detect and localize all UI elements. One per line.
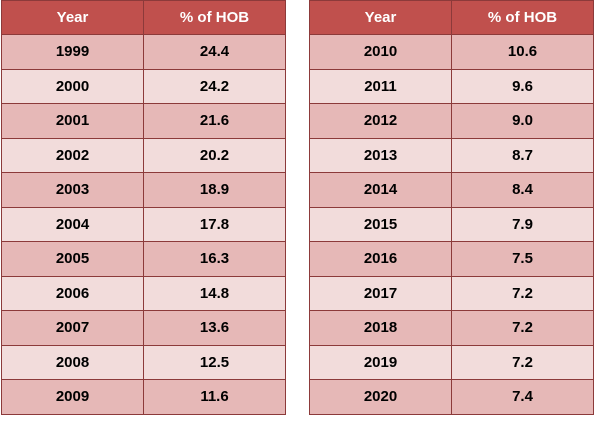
table-row: 2007 13.6 <box>1 310 286 346</box>
table-row: 2009 11.6 <box>1 379 286 415</box>
header-row: Year % of HOB <box>1 0 286 35</box>
table-right: Year % of HOB 2010 10.6 2011 9.6 2012 9.0 2013… <box>309 0 594 415</box>
table-row: 2017 7.2 <box>309 275 594 311</box>
table-row: 2001 21.6 <box>1 103 286 139</box>
pct-hob-cell: 21.6 <box>143 103 286 139</box>
header-pct-hob: % of HOB <box>143 0 286 35</box>
pct-hob-cell: 9.0 <box>451 103 594 139</box>
pct-hob-cell: 7.2 <box>451 310 594 346</box>
table-row: 2019 7.2 <box>309 344 594 380</box>
pct-hob-cell: 17.8 <box>143 206 286 242</box>
table-row: 2016 7.5 <box>309 241 594 277</box>
year-cell: 2008 <box>1 344 144 380</box>
year-cell: 2009 <box>1 379 144 415</box>
year-cell: 2000 <box>1 68 144 104</box>
table-row: 2014 8.4 <box>309 172 594 208</box>
pct-hob-cell: 7.5 <box>451 241 594 277</box>
year-cell: 1999 <box>1 34 144 70</box>
table-row: 2012 9.0 <box>309 103 594 139</box>
pct-hob-cell: 18.9 <box>143 172 286 208</box>
table-row: 2020 7.4 <box>309 379 594 415</box>
table-row: 2013 8.7 <box>309 137 594 173</box>
year-cell: 2019 <box>309 344 452 380</box>
pct-hob-cell: 16.3 <box>143 241 286 277</box>
year-cell: 2002 <box>1 137 144 173</box>
year-cell: 2016 <box>309 241 452 277</box>
pct-hob-cell: 14.8 <box>143 275 286 311</box>
year-cell: 2013 <box>309 137 452 173</box>
year-cell: 2018 <box>309 310 452 346</box>
pct-hob-cell: 7.4 <box>451 379 594 415</box>
pct-hob-cell: 8.7 <box>451 137 594 173</box>
year-cell: 2005 <box>1 241 144 277</box>
table-row: 2003 18.9 <box>1 172 286 208</box>
year-cell: 2006 <box>1 275 144 311</box>
pct-hob-cell: 7.9 <box>451 206 594 242</box>
year-cell: 2015 <box>309 206 452 242</box>
table-row: 1999 24.4 <box>1 34 286 70</box>
header-pct-hob: % of HOB <box>451 0 594 35</box>
pct-hob-cell: 20.2 <box>143 137 286 173</box>
pct-hob-cell: 24.2 <box>143 68 286 104</box>
pct-hob-cell: 11.6 <box>143 379 286 415</box>
table-row: 2010 10.6 <box>309 34 594 70</box>
pct-hob-cell: 12.5 <box>143 344 286 380</box>
year-cell: 2004 <box>1 206 144 242</box>
table-row: 2018 7.2 <box>309 310 594 346</box>
pct-hob-cell: 10.6 <box>451 34 594 70</box>
year-cell: 2003 <box>1 172 144 208</box>
pct-hob-cell: 8.4 <box>451 172 594 208</box>
header-row: Year % of HOB <box>309 0 594 35</box>
year-cell: 2007 <box>1 310 144 346</box>
year-cell: 2014 <box>309 172 452 208</box>
table-row: 2000 24.2 <box>1 68 286 104</box>
pct-hob-cell: 9.6 <box>451 68 594 104</box>
table-row: 2002 20.2 <box>1 137 286 173</box>
pct-hob-cell: 7.2 <box>451 275 594 311</box>
header-year: Year <box>309 0 452 35</box>
pct-hob-cell: 24.4 <box>143 34 286 70</box>
pct-hob-cell: 7.2 <box>451 344 594 380</box>
header-year: Year <box>1 0 144 35</box>
year-cell: 2012 <box>309 103 452 139</box>
year-cell: 2001 <box>1 103 144 139</box>
table-row: 2015 7.9 <box>309 206 594 242</box>
pct-hob-cell: 13.6 <box>143 310 286 346</box>
table-row: 2006 14.8 <box>1 275 286 311</box>
year-cell: 2010 <box>309 34 452 70</box>
table-row: 2008 12.5 <box>1 344 286 380</box>
table-row: 2011 9.6 <box>309 68 594 104</box>
table-row: 2005 16.3 <box>1 241 286 277</box>
year-cell: 2017 <box>309 275 452 311</box>
table-row: 2004 17.8 <box>1 206 286 242</box>
year-cell: 2020 <box>309 379 452 415</box>
year-cell: 2011 <box>309 68 452 104</box>
table-left: Year % of HOB 1999 24.4 2000 24.2 2001 21.6 20… <box>1 0 286 415</box>
